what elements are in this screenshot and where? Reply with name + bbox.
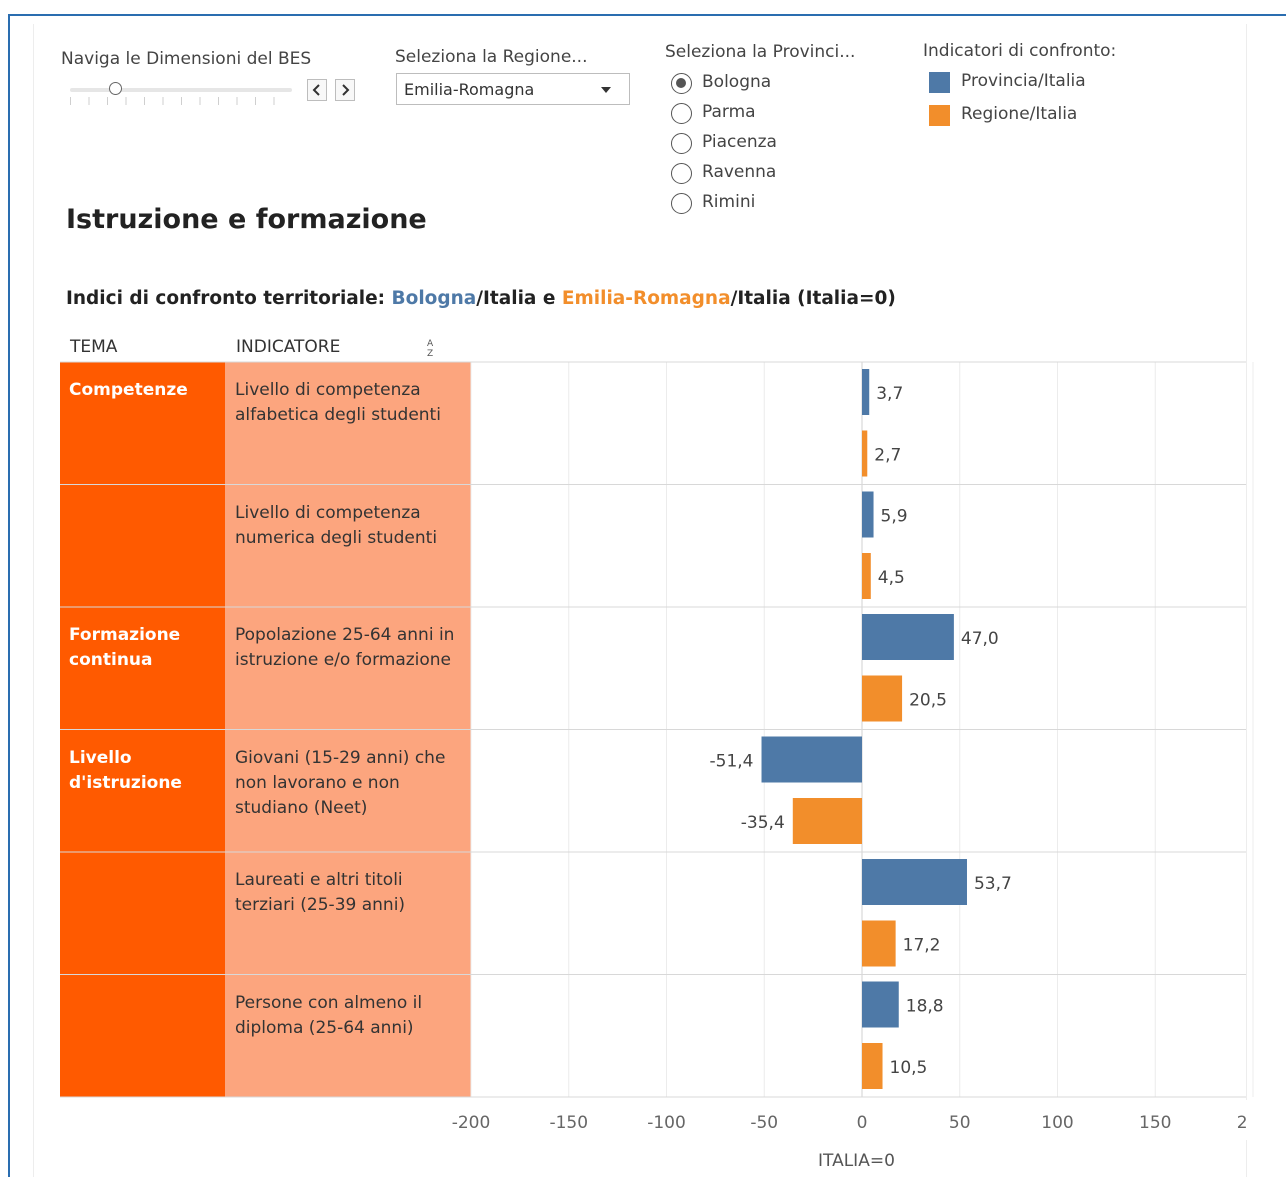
legend-label: Regione/Italia (961, 104, 1078, 124)
bar-regione (862, 920, 896, 967)
bar-value-label: -35,4 (741, 813, 785, 833)
bar-regione (862, 1043, 883, 1089)
x-tick-label: -200 (452, 1113, 491, 1133)
column-header-tema: TEMA (70, 337, 118, 357)
indicatore-cell: Giovani (15-29 anni) che non lavorano e … (225, 729, 471, 852)
x-tick-label: -150 (549, 1113, 588, 1133)
bar-provincia (862, 981, 899, 1028)
dashboard-inner-border-left (33, 24, 34, 1177)
radio-button[interactable] (671, 133, 692, 154)
bar-regione (862, 553, 871, 599)
x-tick-label: 150 (1139, 1113, 1171, 1133)
chevron-down-icon (601, 87, 611, 93)
dashboard-inner-border-right (1246, 24, 1247, 1177)
radio-label: Bologna (702, 72, 772, 92)
bar-value-label: 20,5 (909, 691, 947, 711)
x-tick-label: -50 (750, 1113, 778, 1133)
bes-slider-ticks (70, 97, 292, 105)
bar-provincia (862, 859, 967, 905)
radio-label: Rimini (702, 192, 756, 212)
radio-label: Piacenza (702, 132, 777, 152)
bar-value-label: 2,7 (874, 446, 901, 466)
radio-button[interactable] (671, 163, 692, 184)
regione-label: Seleziona la Regione... (395, 47, 588, 67)
bar-value-label: -51,4 (710, 752, 754, 772)
page-title: Istruzione e formazione (66, 204, 427, 235)
bes-slider-track[interactable] (70, 88, 292, 92)
bar-regione (792, 798, 862, 844)
bar-value-label: 53,7 (974, 874, 1012, 894)
bar-value-label: 17,2 (903, 936, 941, 956)
indicatore-cell: Laureati e altri titoli terziari (25-39 … (225, 852, 471, 975)
sort-az-icon[interactable]: A Z (424, 336, 438, 358)
x-tick-label: 100 (1041, 1113, 1073, 1133)
radio-label: Ravenna (702, 162, 777, 182)
legend-title: Indicatori di confronto: (923, 41, 1117, 61)
bar-value-label: 4,5 (878, 568, 905, 588)
bar-provincia (862, 369, 870, 415)
chart-subtitle: Indici di confronto territoriale: Bologn… (66, 288, 896, 309)
bar-value-label: 18,8 (906, 997, 944, 1017)
bar-regione (862, 675, 903, 722)
chevron-left-icon (312, 84, 320, 96)
indicatore-cell: Livello di competenza numerica degli stu… (225, 484, 471, 607)
dashboard-frame (8, 14, 1286, 1177)
tema-cell: Formazione continua (60, 607, 225, 730)
bar-regione (862, 430, 868, 477)
subtitle-prefix: Indici di confronto territoriale: (66, 288, 392, 309)
bar-provincia (862, 614, 954, 660)
next-dimension-button[interactable] (335, 79, 355, 101)
bar-provincia (761, 736, 862, 783)
subtitle-region: Emilia-Romagna (561, 288, 731, 309)
indicatore-cell: Livello di competenza alfabetica degli s… (225, 362, 471, 485)
indicatore-cell: Popolazione 25-64 anni in istruzione e/o… (225, 607, 471, 730)
bar-value-label: 3,7 (876, 384, 903, 404)
subtitle-province: Bologna (391, 288, 477, 309)
slider-label: Naviga le Dimensioni del BES (61, 49, 312, 69)
radio-button[interactable] (671, 103, 692, 124)
provincia-label: Seleziona la Provinci... (665, 42, 856, 62)
regione-dropdown[interactable]: Emilia-Romagna (396, 73, 630, 105)
bar-provincia (862, 491, 874, 538)
tema-cell: Livello d'istruzione (60, 729, 225, 1097)
bar-value-label: 5,9 (881, 507, 908, 527)
indicatore-cell: Persone con almeno il diploma (25-64 ann… (225, 974, 471, 1097)
axis-clip-mask (1246, 1100, 1286, 1140)
radio-label: Parma (702, 102, 756, 122)
x-tick-label: 0 (857, 1113, 868, 1133)
x-tick-label: 50 (949, 1113, 971, 1133)
radio-button[interactable] (671, 73, 692, 94)
legend-swatch (929, 105, 950, 126)
subtitle-mid: /Italia e (476, 288, 562, 309)
legend-swatch (929, 72, 950, 93)
bar-value-label: 10,5 (890, 1058, 928, 1078)
legend-label: Provincia/Italia (961, 71, 1086, 91)
radio-button[interactable] (671, 193, 692, 214)
subtitle-suffix: /Italia (Italia=0) (730, 288, 896, 309)
bes-slider-thumb[interactable] (109, 82, 122, 95)
prev-dimension-button[interactable] (307, 79, 327, 101)
x-tick-label: -100 (647, 1113, 686, 1133)
bar-value-label: 47,0 (961, 629, 999, 649)
svg-text:Z: Z (427, 349, 433, 358)
chevron-right-icon (342, 84, 350, 96)
regione-selected-value: Emilia-Romagna (404, 80, 535, 99)
column-header-indicatore: INDICATORE (236, 337, 341, 357)
svg-text:A: A (427, 339, 434, 349)
x-axis-title: ITALIA=0 (818, 1151, 895, 1171)
